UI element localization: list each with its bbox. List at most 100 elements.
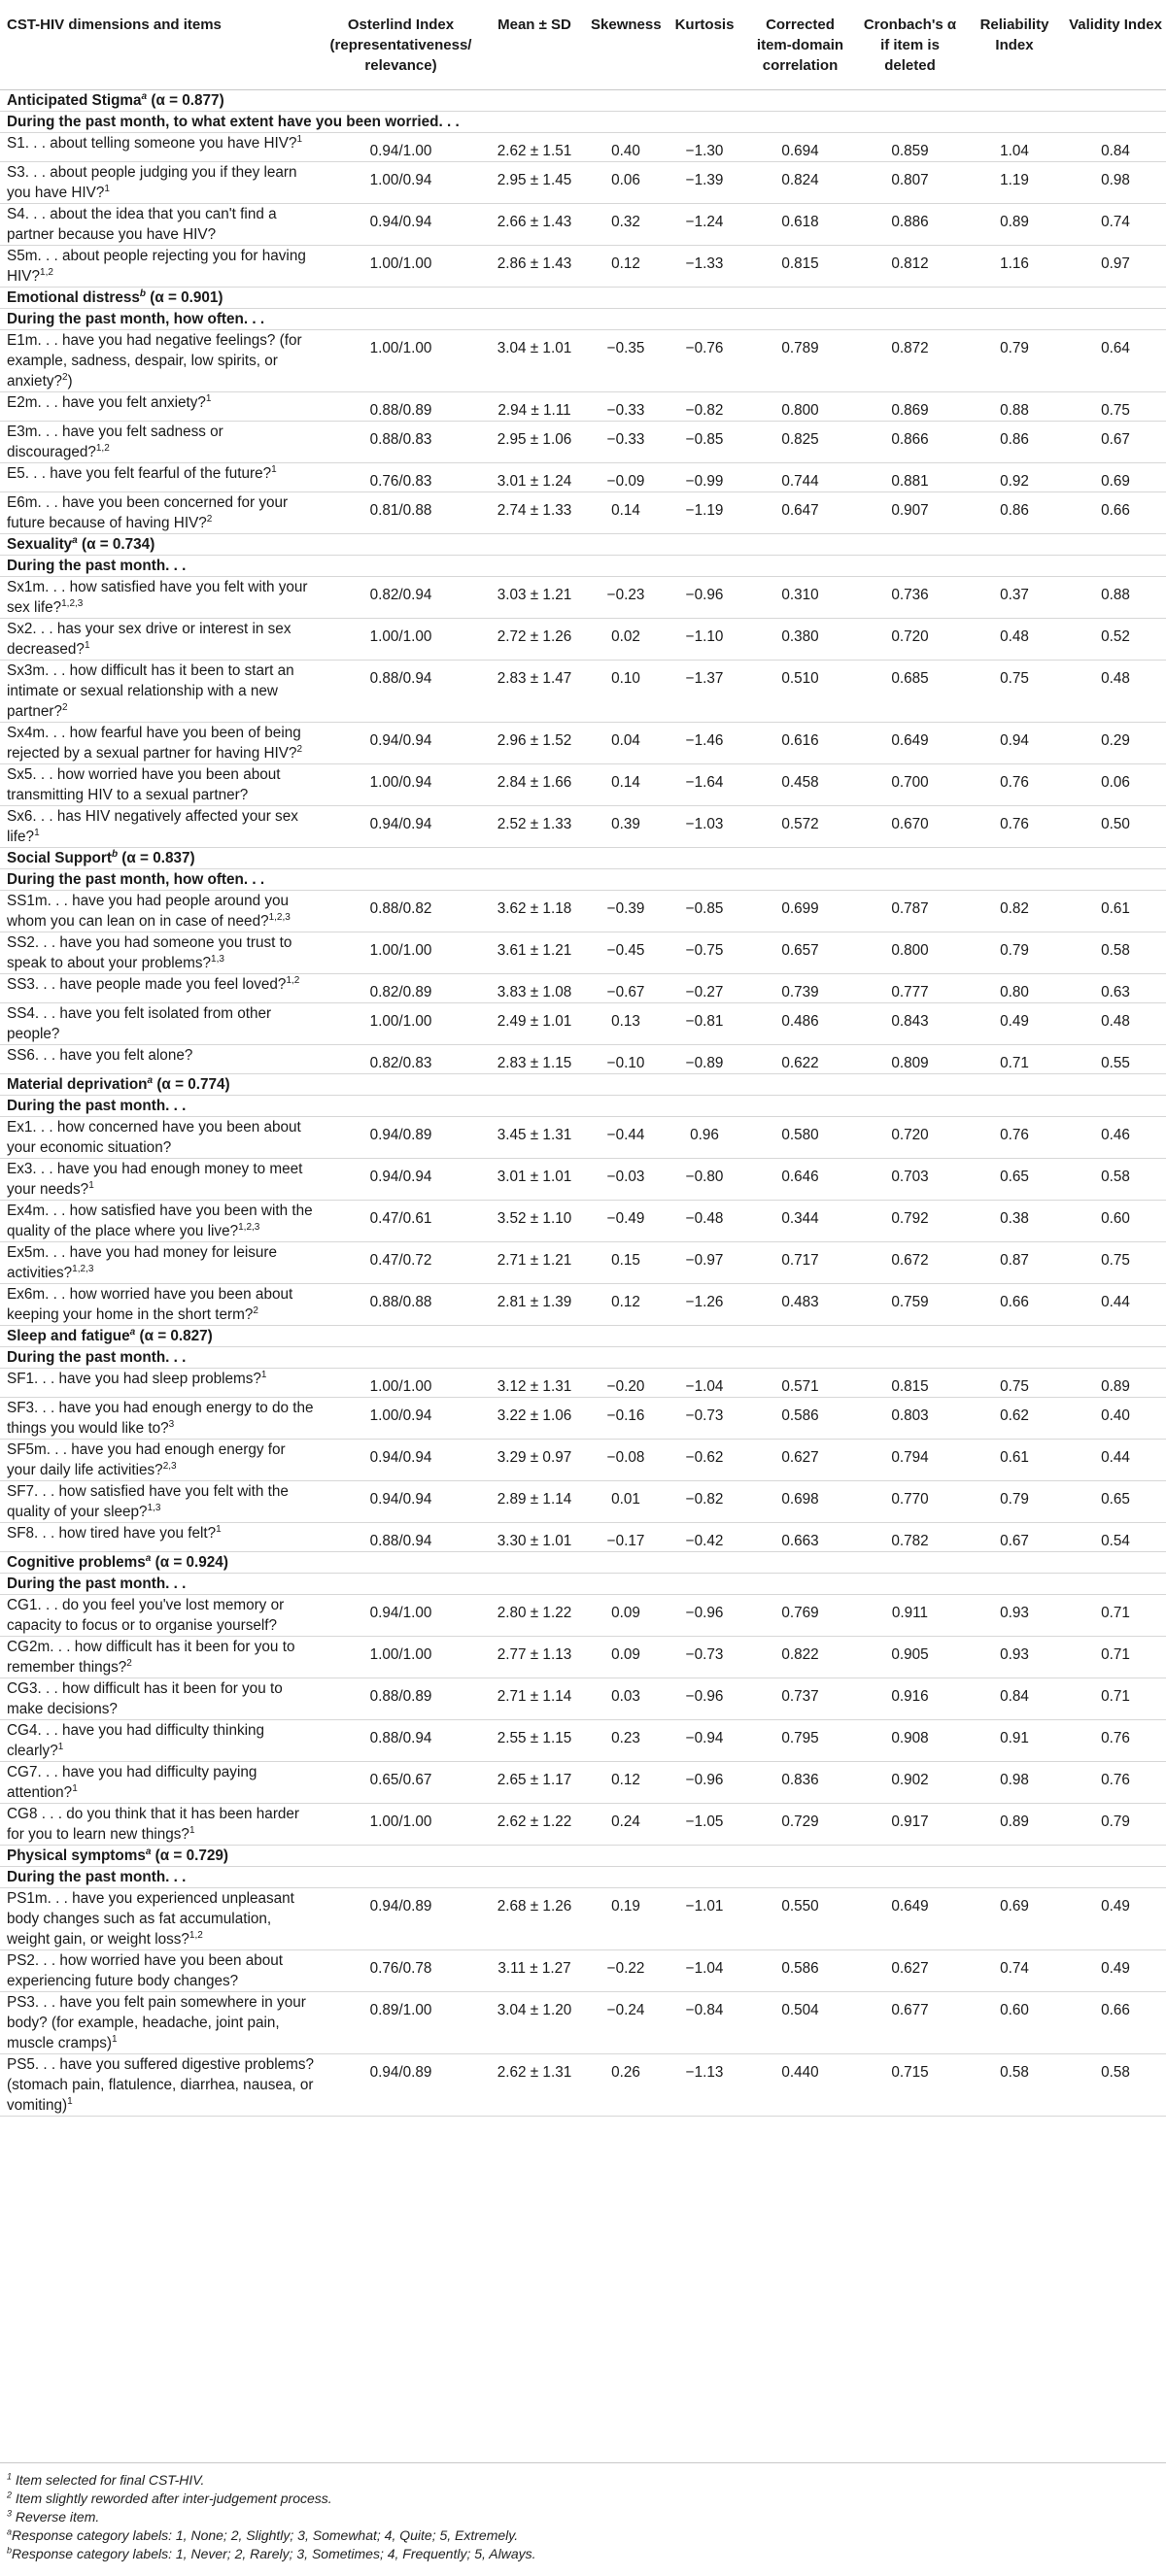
footnote: aResponse category labels: 1, None; 2, S… (0, 2526, 1166, 2545)
validity-cell: 0.76 (1065, 1761, 1166, 1804)
table-row: E5. . . have you felt fearful of the fut… (0, 462, 1166, 492)
item-cell: E2m. . . have you felt anxiety?1 (0, 391, 320, 422)
table-row: S1. . . about telling someone you have H… (0, 132, 1166, 162)
validity-cell: 0.76 (1065, 1719, 1166, 1762)
osterlind-cell: 1.00/0.94 (320, 161, 482, 204)
mean-sd-cell: 2.86 ± 1.43 (482, 245, 587, 288)
validity-cell: 0.58 (1065, 1158, 1166, 1201)
footnote-text: Response category labels: 1, None; 2, Sl… (12, 2527, 519, 2543)
correlation-cell: 0.795 (744, 1719, 856, 1762)
item-footnote-mark: 1 (67, 2095, 73, 2107)
correlation-cell: 0.737 (744, 1678, 856, 1720)
item-text: SF5m. . . have you had enough energy for… (7, 1441, 286, 1478)
table-row: CG2m. . . how difficult has it been for … (0, 1636, 1166, 1678)
dimension-alpha: (α = 0.924) (151, 1554, 228, 1571)
osterlind-cell: 0.94/0.94 (320, 203, 482, 246)
alpha-if-deleted-cell: 0.902 (856, 1761, 964, 1804)
item-footnote-mark: 1 (205, 392, 212, 404)
skewness-cell: −0.39 (587, 890, 665, 932)
item-cell: S4. . . about the idea that you can't fi… (0, 203, 320, 246)
correlation-cell: 0.504 (744, 1991, 856, 2054)
reliability-cell: 0.75 (964, 660, 1065, 723)
table-row: Ex5m. . . have you had money for leisure… (0, 1241, 1166, 1284)
osterlind-cell: 0.47/0.72 (320, 1241, 482, 1284)
alpha-if-deleted-cell: 0.908 (856, 1719, 964, 1762)
osterlind-cell: 0.94/0.89 (320, 1116, 482, 1159)
item-text: PS2. . . how worried have you been about… (7, 1952, 284, 1989)
osterlind-cell: 0.88/0.83 (320, 421, 482, 463)
correlation-cell: 0.657 (744, 932, 856, 974)
mean-sd-cell: 2.71 ± 1.14 (482, 1678, 587, 1720)
item-cell: S5m. . . about people rejecting you for … (0, 245, 320, 288)
table-row: Sx3m. . . how difficult has it been to s… (0, 660, 1166, 723)
question-stem: During the past month. . . (0, 1095, 1166, 1117)
item-cell: PS2. . . how worried have you been about… (0, 1949, 320, 1992)
item-text: CG8 . . . do you think that it has been … (7, 1806, 300, 1843)
item-text: Sx4m. . . how fearful have you been of b… (7, 725, 301, 762)
alpha-if-deleted-cell: 0.770 (856, 1480, 964, 1523)
header-mean: Mean ± SD (482, 0, 587, 90)
item-footnote-mark: 2 (61, 371, 68, 383)
correlation-cell: 0.510 (744, 660, 856, 723)
item-footnote-mark: 1 (57, 1741, 64, 1752)
correlation-cell: 0.550 (744, 1887, 856, 1950)
alpha-if-deleted-cell: 0.803 (856, 1397, 964, 1440)
skewness-cell: 0.24 (587, 1803, 665, 1846)
kurtosis-cell: −0.97 (665, 1241, 744, 1284)
kurtosis-cell: −1.64 (665, 763, 744, 806)
item-text: S5m. . . about people rejecting you for … (7, 248, 306, 285)
dimension-row: Anticipated Stigmaa (α = 0.877) (0, 89, 1166, 112)
item-text: Ex5m. . . have you had money for leisure… (7, 1244, 278, 1281)
mean-sd-cell: 2.62 ± 1.22 (482, 1803, 587, 1846)
alpha-if-deleted-cell: 0.649 (856, 1887, 964, 1950)
dimension-alpha: (α = 0.827) (135, 1328, 213, 1344)
table-row: Sx5. . . how worried have you been about… (0, 763, 1166, 806)
item-text: SS3. . . have people made you feel loved… (7, 976, 287, 993)
mean-sd-cell: 3.11 ± 1.27 (482, 1949, 587, 1992)
item-cell: Ex4m. . . how satisfied have you been wi… (0, 1200, 320, 1242)
validity-cell: 0.79 (1065, 1803, 1166, 1846)
table-row: SF8. . . how tired have you felt?1 0.88/0… (0, 1522, 1166, 1552)
item-cell: SS3. . . have people made you feel loved… (0, 973, 320, 1003)
mean-sd-cell: 2.68 ± 1.26 (482, 1887, 587, 1950)
correlation-cell: 0.699 (744, 890, 856, 932)
item-text: CG4. . . have you had difficulty thinkin… (7, 1722, 265, 1759)
correlation-cell: 0.627 (744, 1439, 856, 1481)
correlation-cell: 0.744 (744, 462, 856, 492)
mean-sd-cell: 2.83 ± 1.15 (482, 1044, 587, 1074)
dimension-label-mark: a (147, 1074, 154, 1086)
validity-cell: 0.54 (1065, 1522, 1166, 1552)
item-text: PS5. . . have you suffered digestive pro… (7, 2056, 315, 2114)
mean-sd-cell: 3.61 ± 1.21 (482, 932, 587, 974)
reliability-cell: 0.38 (964, 1200, 1065, 1242)
footnote-text: Reverse item. (12, 2509, 100, 2525)
item-footnote-mark: 1,3 (147, 1502, 161, 1513)
skewness-cell: −0.16 (587, 1397, 665, 1440)
item-cell: SF3. . . have you had enough energy to d… (0, 1397, 320, 1440)
mean-sd-cell: 2.89 ± 1.14 (482, 1480, 587, 1523)
mean-sd-cell: 3.01 ± 1.01 (482, 1158, 587, 1201)
correlation-cell: 0.729 (744, 1803, 856, 1846)
validity-cell: 0.49 (1065, 1949, 1166, 1992)
item-footnote-mark: 1 (72, 1782, 78, 1794)
item-cell: Sx5. . . how worried have you been about… (0, 763, 320, 806)
dimension-title: Material deprivationa (α = 0.774) (0, 1073, 1166, 1096)
correlation-cell: 0.825 (744, 421, 856, 463)
correlation-cell: 0.769 (744, 1594, 856, 1637)
validity-cell: 0.75 (1065, 391, 1166, 422)
osterlind-cell: 0.89/1.00 (320, 1991, 482, 2054)
reliability-cell: 0.65 (964, 1158, 1065, 1201)
skewness-cell: 0.23 (587, 1719, 665, 1762)
kurtosis-cell: −0.85 (665, 421, 744, 463)
mean-sd-cell: 2.81 ± 1.39 (482, 1283, 587, 1326)
footnote-mark: 2 (7, 2490, 13, 2500)
kurtosis-cell: −0.73 (665, 1397, 744, 1440)
reliability-cell: 0.93 (964, 1594, 1065, 1637)
skewness-cell: −0.22 (587, 1949, 665, 1992)
alpha-if-deleted-cell: 0.627 (856, 1949, 964, 1992)
mean-sd-cell: 2.74 ± 1.33 (482, 491, 587, 534)
reliability-cell: 0.71 (964, 1044, 1065, 1074)
validity-cell: 0.46 (1065, 1116, 1166, 1159)
table-row: S4. . . about the idea that you can't fi… (0, 203, 1166, 246)
alpha-if-deleted-cell: 0.777 (856, 973, 964, 1003)
